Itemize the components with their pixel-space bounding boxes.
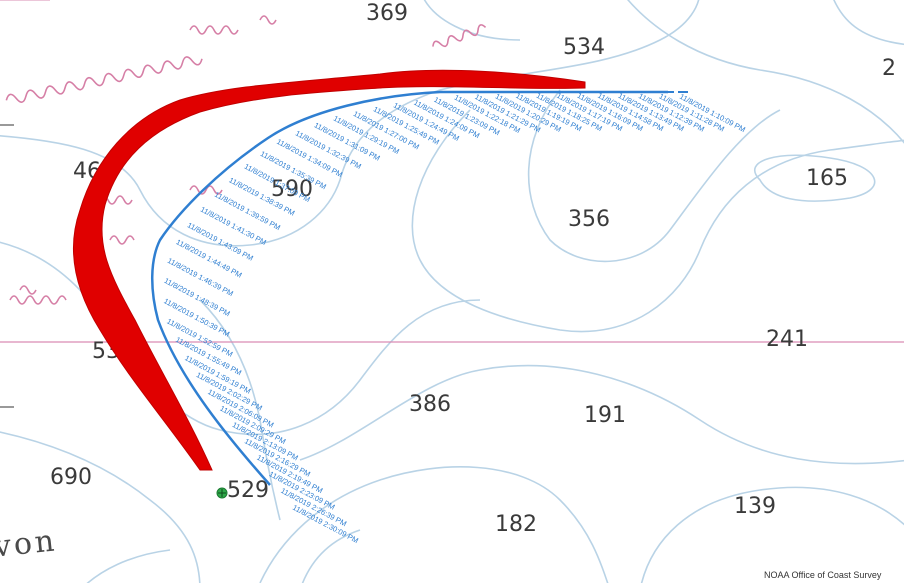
sounding-529: 529 <box>227 478 269 503</box>
sounding-165: 165 <box>806 166 848 191</box>
sounding-182: 182 <box>495 512 537 537</box>
sounding-2: 2 <box>882 56 896 81</box>
vessel-track <box>151 90 668 486</box>
sounding-690: 690 <box>50 465 92 490</box>
sounding-356: 356 <box>568 207 610 232</box>
sounding-534: 534 <box>563 35 605 60</box>
depth-soundings: 369 534 2 468 590 165 356 53 241 386 191… <box>50 1 896 537</box>
sounding-369: 369 <box>366 1 408 26</box>
sounding-139: 139 <box>734 494 776 519</box>
spill-trajectory <box>72 69 586 471</box>
start-point-marker[interactable] <box>216 487 228 499</box>
place-name-label: von <box>0 523 59 565</box>
sounding-241: 241 <box>766 327 808 352</box>
map-credit: NOAA Office of Coast Survey <box>764 570 882 580</box>
sounding-386: 386 <box>409 392 451 417</box>
hazard-squiggles <box>5 15 487 305</box>
sounding-191: 191 <box>584 403 626 428</box>
sounding-590: 590 <box>271 177 313 202</box>
